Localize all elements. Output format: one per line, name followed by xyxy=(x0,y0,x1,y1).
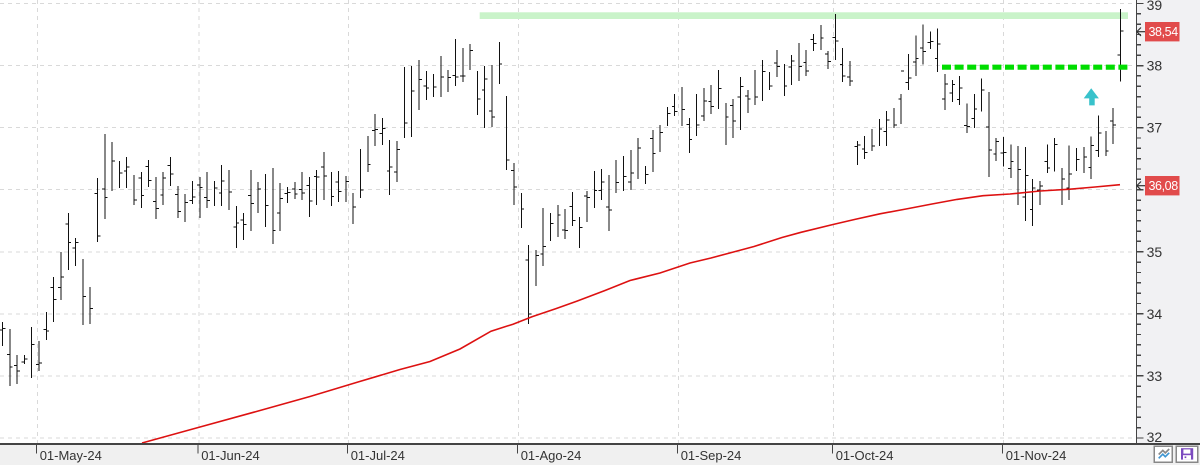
svg-text:01-Jul-24: 01-Jul-24 xyxy=(351,448,405,463)
svg-text:35: 35 xyxy=(1147,244,1163,260)
svg-text:01-Ago-24: 01-Ago-24 xyxy=(521,448,582,463)
svg-text:39: 39 xyxy=(1147,0,1163,13)
svg-text:37: 37 xyxy=(1147,120,1163,136)
svg-text:01-Nov-24: 01-Nov-24 xyxy=(1006,448,1067,463)
svg-text:32: 32 xyxy=(1147,429,1163,445)
svg-text:34: 34 xyxy=(1147,306,1163,322)
svg-text:01-Oct-24: 01-Oct-24 xyxy=(836,448,894,463)
svg-text:33: 33 xyxy=(1147,368,1163,384)
svg-text:01-May-24: 01-May-24 xyxy=(40,448,102,463)
svg-text:38: 38 xyxy=(1147,58,1163,74)
svg-text:38,54: 38,54 xyxy=(1149,25,1179,39)
svg-text:01-Jun-24: 01-Jun-24 xyxy=(201,448,260,463)
svg-text:36,08: 36,08 xyxy=(1149,179,1179,193)
svg-text:01-Sep-24: 01-Sep-24 xyxy=(681,448,742,463)
